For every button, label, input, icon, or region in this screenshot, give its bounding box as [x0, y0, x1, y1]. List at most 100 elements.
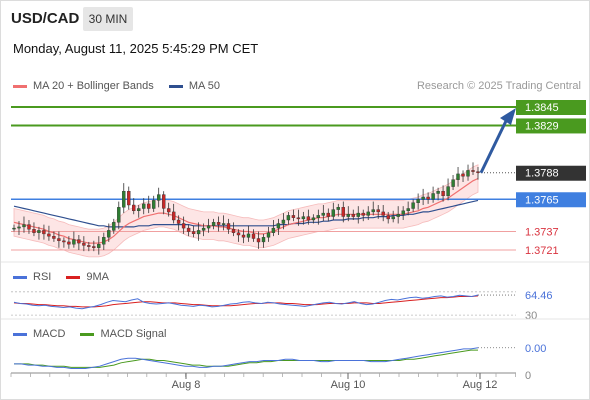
candle-body [311, 217, 316, 221]
label-last: 1.3788 [525, 168, 559, 180]
candle-body [371, 209, 375, 213]
ma20-line [13, 177, 479, 244]
candle-body [112, 222, 116, 231]
candle-body [271, 227, 276, 233]
projection-arrow [479, 108, 516, 174]
x-tick-label: Aug 12 [463, 379, 498, 391]
candle-body [62, 240, 66, 243]
candle-body [151, 200, 156, 209]
label-r1: 1.3829 [525, 120, 559, 132]
candle-body [281, 219, 286, 224]
candle-body [156, 194, 161, 201]
signal-swatch [80, 332, 95, 336]
candle-body [346, 214, 350, 217]
rsi-ma-legend-label: 9MA [86, 271, 110, 283]
candle-body [97, 243, 101, 248]
label-r2: 1.3845 [525, 102, 559, 114]
candle-body [42, 230, 46, 235]
candle-body [416, 199, 420, 204]
candle-body [426, 196, 430, 200]
macd-value-label: 0.00 [525, 343, 546, 355]
rsi-legend: RSI 9MA [13, 271, 109, 283]
candle-body [216, 222, 221, 225]
candle-body [436, 190, 440, 194]
candle-body [92, 246, 96, 248]
candles [12, 162, 480, 255]
candle-body [406, 208, 410, 211]
label-pivot-bg [516, 192, 586, 208]
ma20-legend-label: MA 20 + Bollinger Bands [33, 80, 154, 92]
label-s2: 1.3721 [525, 245, 559, 257]
macd-panel: 0.00 0 [14, 343, 546, 382]
candle-body [471, 170, 475, 172]
moving-averages [13, 177, 479, 244]
label-last-bg [516, 165, 586, 181]
label-pivot: 1.3765 [525, 194, 559, 206]
candle-body [226, 223, 231, 230]
candle-body [231, 228, 236, 233]
candle-body [72, 239, 76, 245]
candle-body [57, 238, 61, 241]
candle-body [301, 216, 306, 220]
candle-body [421, 196, 425, 200]
candle-body [296, 217, 301, 220]
macd-line [14, 347, 479, 369]
candle-body [401, 210, 405, 215]
candle-body [221, 223, 226, 225]
candle-body [256, 238, 261, 243]
rsi-ma-swatch [66, 275, 81, 279]
candle-body [366, 211, 370, 216]
candle-body [376, 209, 380, 213]
candle-body [141, 203, 146, 209]
rsi-legend-label: RSI [33, 271, 52, 283]
candle-body [361, 212, 365, 216]
ma50-legend-label: MA 50 [188, 80, 221, 92]
candle-body [341, 207, 345, 217]
candle-body [12, 227, 16, 230]
candle-body [386, 215, 390, 220]
candle-body [196, 230, 201, 235]
candle-body [251, 233, 256, 239]
label-r2-bg [516, 100, 586, 115]
candle-body [396, 214, 400, 217]
candle-body [476, 171, 480, 174]
candle-body [122, 190, 126, 208]
candle-body [351, 214, 355, 217]
candle-body [411, 202, 415, 209]
candle-body [206, 225, 211, 229]
candle-body [326, 212, 330, 217]
candle-body [82, 242, 86, 246]
candle-body [77, 239, 81, 244]
candle-body [171, 211, 176, 221]
arrow-head [500, 108, 516, 125]
candle-body [451, 179, 455, 187]
candle-body [161, 194, 166, 209]
candle-body [201, 227, 206, 231]
candle-body [37, 230, 41, 233]
label-r1-bg [516, 118, 586, 134]
candle-body [446, 186, 450, 197]
candle-body [131, 204, 136, 212]
candle-body [107, 230, 111, 238]
x-tick-label: Aug 10 [331, 379, 366, 391]
macd-legend: MACD MACD Signal [13, 328, 166, 340]
timeframe-badge[interactable]: 30 MIN [83, 7, 133, 31]
candle-body [441, 190, 445, 196]
candle-body [117, 207, 121, 223]
candle-body [47, 233, 51, 237]
candle-body [261, 237, 266, 243]
candle-body [241, 234, 246, 238]
main-legend: MA 20 + Bollinger Bands MA 50 [13, 80, 220, 92]
ma20-swatch [13, 84, 27, 88]
candle-body [266, 232, 271, 238]
candle-body [466, 170, 470, 177]
rsi-panel: 64.46 30 [11, 290, 553, 322]
ma50-swatch [168, 84, 183, 88]
candle-body [236, 232, 241, 236]
ma50-line [13, 199, 479, 228]
rsi-value-label: 64.46 [525, 290, 553, 302]
macd-zero-label: 0 [525, 370, 531, 382]
candle-body [431, 193, 435, 200]
candle-body [166, 208, 171, 213]
